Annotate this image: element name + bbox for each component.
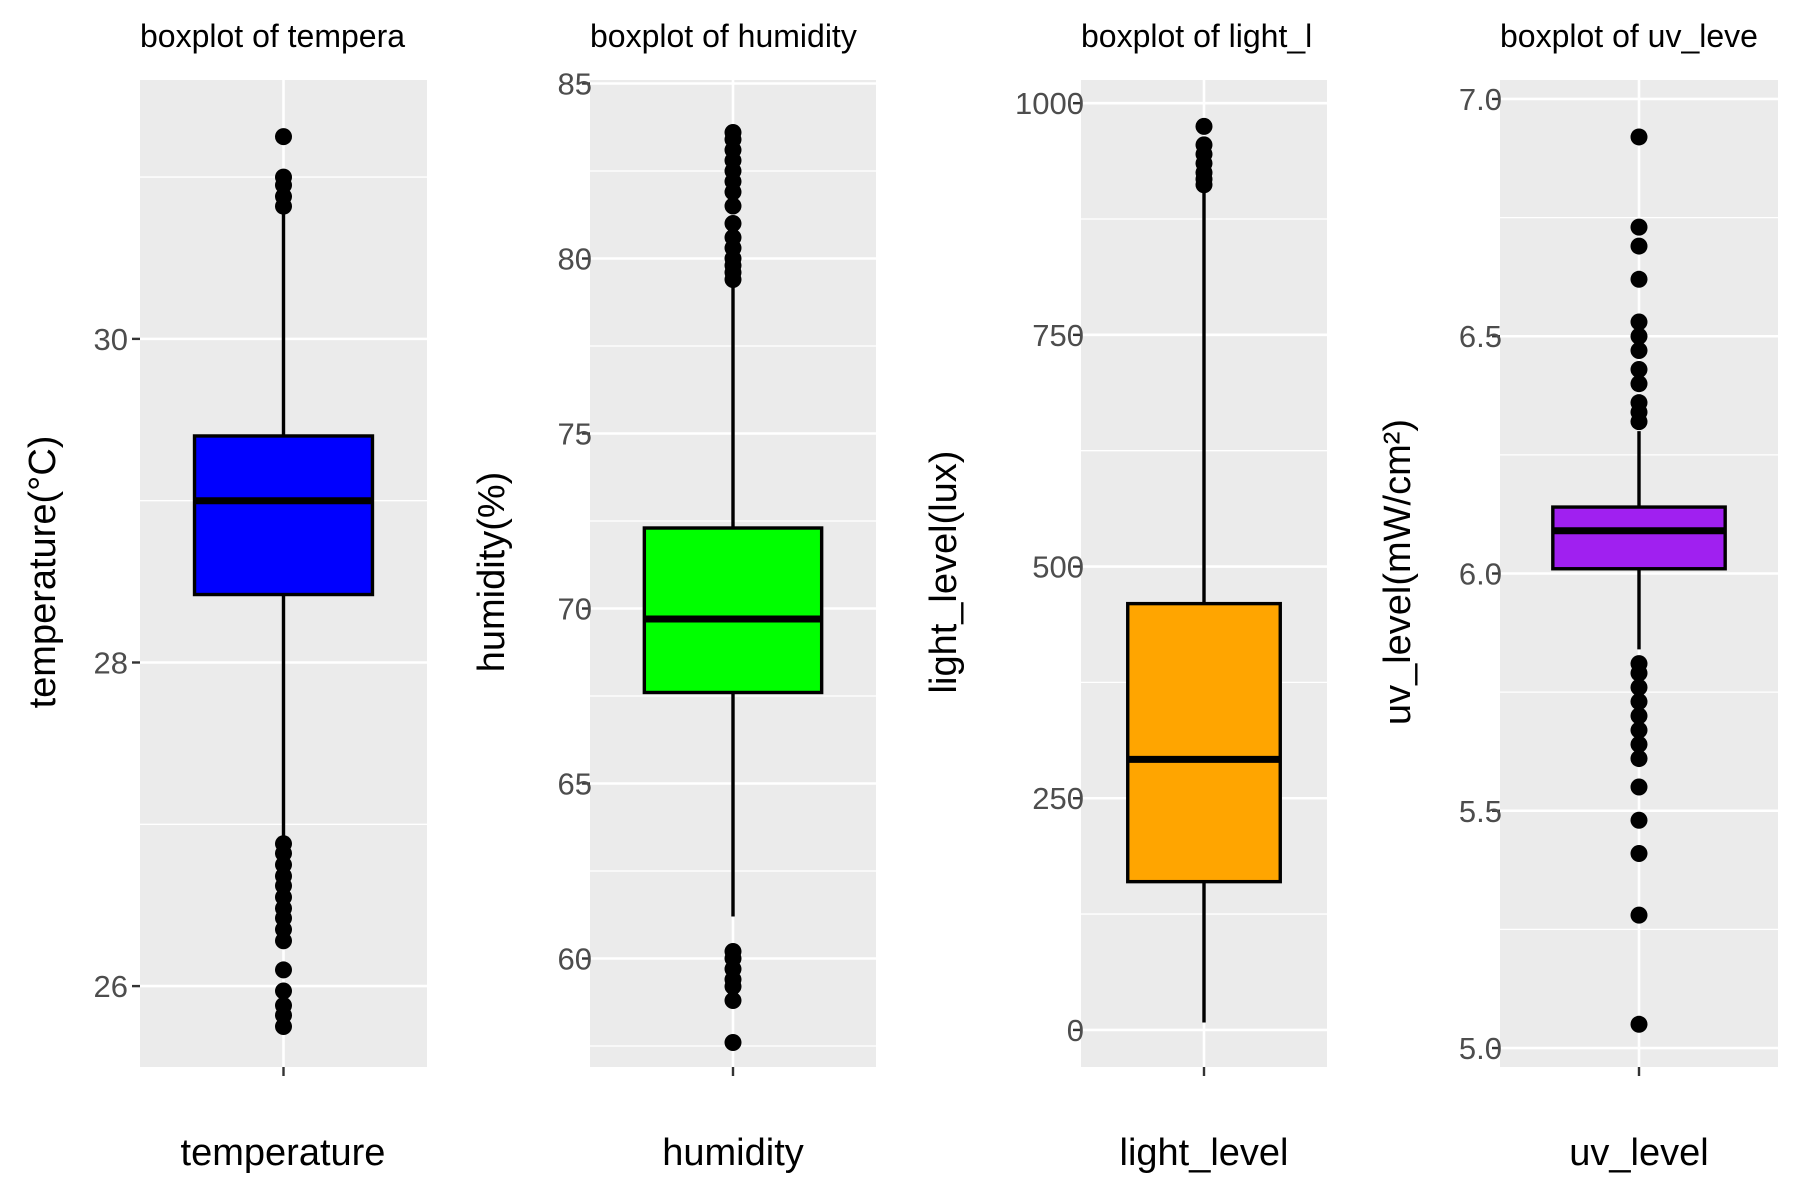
outlier-point — [1630, 375, 1648, 393]
y-tick-label: 28 — [94, 645, 128, 680]
y-tick-label: 5.5 — [1459, 794, 1502, 829]
outlier-point — [1630, 693, 1648, 711]
x-axis-title: light_level — [1120, 1132, 1289, 1174]
panel-title: boxplot of humidity — [590, 18, 857, 54]
outlier-point — [724, 1034, 742, 1051]
y-tick-label: 250 — [1032, 781, 1084, 816]
outlier-point — [724, 215, 742, 232]
outlier-point — [724, 271, 742, 288]
x-axis-title: uv_level — [1569, 1132, 1708, 1174]
panel-title: boxplot of uv_leve — [1500, 18, 1758, 54]
outlier-point — [724, 183, 742, 201]
outlier-point — [1630, 1015, 1648, 1033]
iqr-box — [642, 526, 824, 695]
y-tick-label: 30 — [94, 322, 128, 357]
y-tick-label: 500 — [1032, 550, 1084, 585]
outlier-point — [275, 1018, 292, 1036]
outlier-point — [275, 932, 292, 950]
y-tick-label: 65 — [558, 767, 592, 802]
y-tick-label: 5.0 — [1459, 1031, 1502, 1066]
outlier-point — [1630, 811, 1648, 829]
y-tick-label: 26 — [94, 969, 128, 1004]
y-axis-title: humidity(%) — [471, 472, 513, 673]
outlier-point — [1630, 707, 1648, 725]
iqr-box — [1126, 601, 1282, 884]
y-tick-label: 75 — [558, 417, 592, 452]
y-tick-label: 6.0 — [1459, 557, 1502, 592]
outlier-point — [1630, 341, 1648, 359]
outlier-point — [1630, 664, 1648, 682]
y-axis-title: temperature(°C) — [22, 436, 64, 709]
outlier-point — [275, 982, 292, 1000]
x-axis-title: humidity — [662, 1132, 804, 1174]
outlier-point — [1630, 778, 1648, 796]
y-tick-label: 80 — [558, 242, 592, 277]
y-axis-title: uv_level(mW/cm²) — [1377, 419, 1419, 725]
outlier-point — [1630, 721, 1648, 739]
humidity-panel: boxplot of humidity humidity(%) humidity… — [471, 18, 876, 1174]
y-tick-label: 0 — [1067, 1013, 1084, 1048]
temperature-panel: boxplot of tempera temperature(°C) tempe… — [22, 18, 427, 1174]
outlier-point — [1630, 128, 1648, 146]
iqr-box — [1551, 505, 1727, 571]
outlier-point — [1195, 176, 1213, 194]
outlier-point — [1630, 735, 1648, 753]
y-tick-label: 85 — [558, 67, 592, 102]
y-tick-label: 70 — [558, 592, 592, 627]
uv-level-panel: boxplot of uv_leve uv_level(mW/cm²) uv_l… — [1377, 18, 1778, 1174]
x-axis-title: temperature — [181, 1132, 386, 1174]
outlier-point — [1630, 327, 1648, 345]
y-tick-label: 6.5 — [1459, 319, 1502, 354]
outlier-point — [1630, 270, 1648, 288]
outlier-point — [724, 992, 742, 1009]
outlier-point — [1630, 218, 1648, 236]
outlier-point — [1630, 360, 1648, 378]
light-level-panel: boxplot of light_l light_level(lux) ligh… — [923, 18, 1327, 1174]
outlier-point — [1630, 750, 1648, 768]
iqr-box — [192, 434, 375, 597]
y-tick-label: 1000 — [1015, 86, 1084, 121]
y-tick-label: 750 — [1032, 318, 1084, 353]
panel-title: boxplot of light_l — [1081, 18, 1312, 54]
y-axis-title: light_level(lux) — [923, 451, 965, 694]
outlier-point — [1630, 906, 1648, 924]
outlier-point — [275, 128, 292, 146]
outlier-point — [275, 961, 292, 979]
outlier-point — [1630, 678, 1648, 696]
outlier-point — [1195, 117, 1213, 135]
outlier-point — [1630, 844, 1648, 862]
outlier-point — [724, 978, 742, 995]
y-tick-label: 7.0 — [1459, 82, 1502, 117]
outlier-point — [1630, 313, 1648, 331]
panel-title: boxplot of tempera — [140, 18, 405, 54]
outlier-point — [724, 197, 742, 215]
outlier-point — [275, 197, 292, 215]
y-tick-label: 60 — [558, 942, 592, 977]
outlier-point — [1630, 237, 1648, 255]
outlier-point — [1630, 413, 1648, 431]
